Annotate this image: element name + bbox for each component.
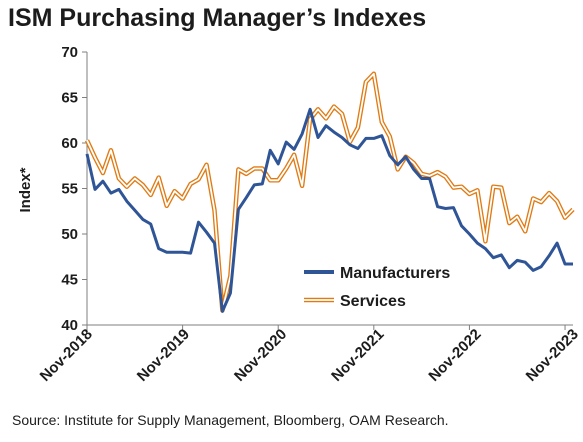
y-tick-label: 70 [61, 44, 78, 61]
y-tick-label: 45 [61, 272, 78, 289]
y-tick-labels: 40 45 50 55 60 65 70 [61, 44, 78, 334]
series-lines [84, 71, 575, 313]
y-axis-label: Index* [17, 167, 34, 212]
x-tick-label: Nov-2021 [328, 326, 387, 385]
series-line-services-inner [86, 72, 574, 312]
y-tick-label: 40 [61, 317, 78, 334]
y-tick-label: 60 [61, 135, 78, 152]
legend-label-manufacturers: Manufacturers [340, 265, 450, 282]
x-tick-labels: Nov-2018 Nov-2019 Nov-2020 Nov-2021 Nov-2022… [37, 326, 582, 385]
x-tick-label: Nov-2023 [523, 326, 582, 385]
x-tick-label: Nov-2019 [134, 326, 193, 385]
legend: Manufacturers Services [304, 265, 450, 310]
legend-label-services: Services [340, 293, 406, 310]
y-tick-label: 50 [61, 226, 78, 243]
chart-title: ISM Purchasing Manager’s Indexes [8, 4, 427, 32]
axes [82, 51, 573, 330]
x-tick-label: Nov-2018 [37, 326, 96, 385]
source-note: Source: Institute for Supply Management,… [12, 412, 449, 428]
series-line-services-outer [84, 71, 575, 313]
x-tick-label: Nov-2022 [425, 326, 484, 385]
x-tick-label: Nov-2020 [231, 326, 290, 385]
y-tick-label: 65 [61, 90, 78, 107]
series-line-manufacturers [85, 107, 573, 313]
y-tick-label: 55 [61, 181, 78, 198]
